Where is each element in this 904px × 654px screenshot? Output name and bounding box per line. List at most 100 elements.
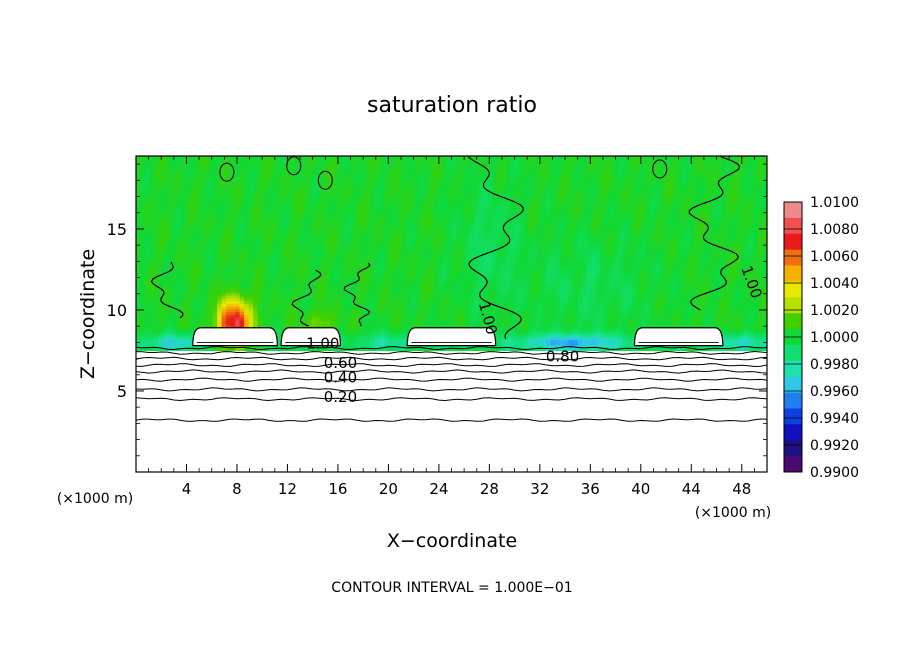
field-cell (208, 169, 214, 174)
field-cell (248, 311, 254, 315)
field-cell (167, 186, 173, 190)
field-cell (176, 167, 182, 171)
field-cell (289, 219, 295, 224)
field-cell (226, 294, 232, 299)
field-cell (298, 269, 304, 274)
field-cell (347, 272, 353, 277)
field-cell (248, 228, 254, 232)
field-cell (424, 219, 430, 224)
field-cell (320, 164, 326, 168)
field-cell (140, 250, 146, 254)
field-cell (163, 258, 169, 263)
field-cell (167, 217, 173, 221)
field-cell (361, 208, 367, 213)
field-cell (388, 225, 394, 229)
field-cell (280, 286, 286, 290)
field-cell (293, 244, 299, 249)
field-cell (338, 308, 344, 313)
field-cell (181, 172, 187, 177)
field-cell (262, 314, 268, 318)
field-cell (136, 186, 142, 190)
field-cell (275, 281, 281, 285)
field-cell (172, 256, 178, 260)
field-cell (181, 194, 187, 199)
field-cell (163, 242, 169, 246)
field-cell (203, 325, 209, 329)
field-cell (410, 283, 417, 288)
field-cell (302, 253, 308, 257)
field-cell (158, 183, 164, 188)
field-cell (275, 158, 281, 163)
field-cell (410, 233, 417, 238)
field-cell (365, 319, 371, 324)
field-cell (316, 322, 322, 327)
field-cell (307, 297, 313, 302)
field-cell (293, 325, 299, 329)
field-cell (172, 331, 178, 335)
field-cell (275, 294, 281, 299)
field-cell (230, 292, 236, 296)
field-cell (374, 167, 380, 171)
field-cell (419, 200, 426, 204)
field-cell (316, 169, 322, 174)
field-cell (442, 242, 448, 246)
field-cell (361, 186, 367, 190)
field-cell (446, 269, 453, 274)
field-cell (176, 322, 182, 327)
field-cell (302, 286, 308, 290)
field-cell (338, 283, 344, 288)
field-cell (167, 311, 173, 315)
field-cell (307, 347, 313, 352)
field-cell (199, 183, 205, 188)
field-cell (194, 178, 200, 182)
field-cell (374, 244, 380, 249)
field-cell (361, 289, 367, 293)
field-cell (401, 189, 408, 193)
field-cell (356, 186, 362, 190)
field-cell (262, 317, 268, 321)
field-cell (293, 269, 299, 274)
field-cell (329, 344, 335, 349)
field-cell (356, 233, 362, 238)
field-cell (325, 158, 331, 163)
field-cell (136, 306, 142, 310)
field-cell (203, 161, 209, 165)
field-cell (248, 178, 254, 182)
field-cell (226, 297, 232, 302)
field-cell (343, 250, 349, 254)
field-cell (415, 303, 421, 307)
field-cell (149, 336, 155, 340)
field-cell (293, 222, 299, 227)
field-cell (145, 292, 151, 296)
field-cell (248, 169, 254, 174)
field-cell (257, 325, 263, 329)
field-cell (199, 267, 205, 271)
field-cell (446, 214, 453, 218)
field-cell (280, 192, 286, 196)
field-cell (388, 319, 394, 324)
field-cell (194, 181, 200, 185)
field-cell (172, 289, 178, 293)
field-cell (185, 314, 191, 318)
field-cell (199, 192, 205, 196)
field-cell (149, 342, 155, 346)
field-cell (293, 233, 299, 238)
field-cell (275, 347, 281, 352)
field-cell (298, 303, 304, 307)
field-cell (446, 203, 453, 207)
field-cell (226, 253, 232, 257)
field-cell (181, 281, 187, 285)
field-cell (365, 292, 371, 296)
field-cell (325, 272, 331, 277)
field-cell (406, 311, 412, 315)
field-cell (136, 272, 142, 277)
field-cell (361, 217, 367, 221)
field-cell (266, 239, 272, 243)
field-cell (406, 192, 412, 196)
field-cell (347, 206, 353, 210)
field-cell (190, 247, 196, 252)
field-cell (257, 161, 263, 165)
field-cell (334, 325, 340, 329)
field-cell (257, 272, 263, 277)
field-cell (293, 214, 299, 218)
